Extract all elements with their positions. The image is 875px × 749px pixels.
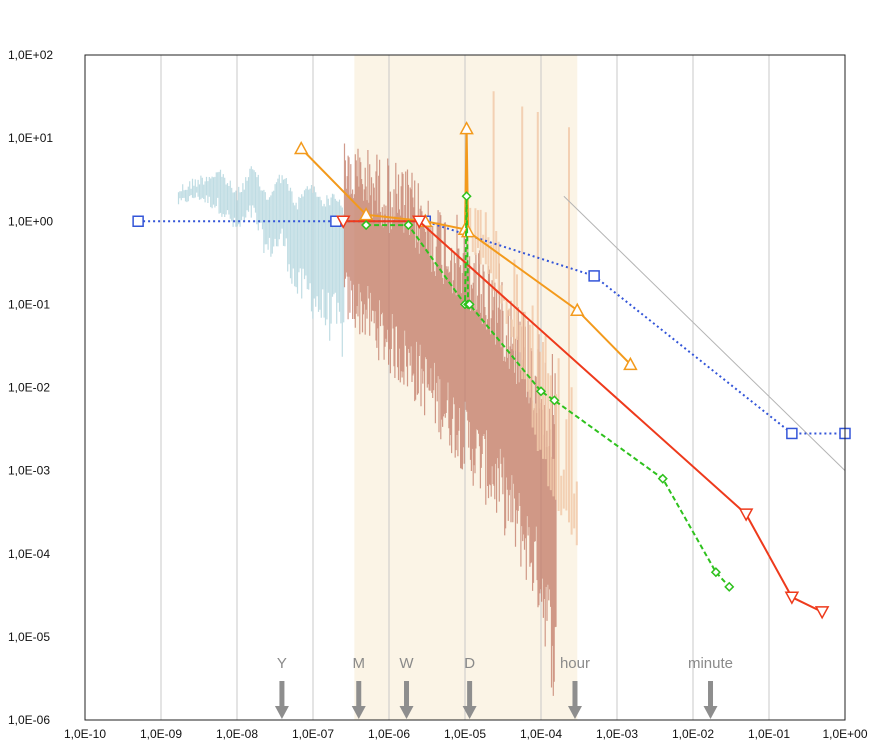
x-tick-label: 1,0E-02 <box>672 727 714 741</box>
point-triangle-down <box>814 606 830 620</box>
time-marker-label: M <box>353 655 366 672</box>
y-tick-label: 1,0E-01 <box>8 297 50 311</box>
series-3 <box>361 191 735 592</box>
vertical-gridlines <box>160 55 770 720</box>
plot-frame <box>84 54 846 721</box>
time-marker-arrow-shaft <box>572 681 578 708</box>
series-1 <box>293 121 638 371</box>
series-line-0 <box>138 220 845 435</box>
reference-line-group <box>563 195 846 471</box>
series-2 <box>335 215 830 620</box>
time-marker-label: minute <box>688 655 733 672</box>
x-tick-label: 1,0E+00 <box>822 727 867 741</box>
time-marker-label: D <box>464 655 475 672</box>
time-marker-arrow-head <box>351 706 366 719</box>
time-marker-arrow-shaft <box>356 681 362 708</box>
series-line-3 <box>366 196 731 588</box>
x-tick-label: 1,0E-03 <box>596 727 638 741</box>
x-tick-label: 1,0E-01 <box>748 727 790 741</box>
point-triangle-down <box>411 215 427 229</box>
time-marker-arrow-head <box>703 706 718 719</box>
point-diamond <box>724 581 735 592</box>
point-triangle-down <box>784 591 800 605</box>
y-tick-label: 1,0E+02 <box>8 48 53 62</box>
time-marker-arrow-shaft <box>404 681 410 708</box>
point-square <box>132 215 144 227</box>
reference-line <box>563 195 846 471</box>
time-marker-arrow-head <box>399 706 414 719</box>
y-tick-label: 1,0E-04 <box>8 547 50 561</box>
y-tick-label: 1,0E-06 <box>8 713 50 727</box>
point-triangle-up <box>293 140 309 155</box>
time-marker-label: Y <box>277 655 287 672</box>
y-tick-label: 1,0E+01 <box>8 131 53 145</box>
point-diamond <box>403 219 414 231</box>
point-diamond <box>710 567 721 578</box>
point-triangle-up <box>623 356 638 371</box>
point-diamond <box>657 473 668 484</box>
point-triangle-up <box>459 121 474 135</box>
plot-border <box>84 54 846 721</box>
time-marker-arrow-shaft <box>708 681 714 708</box>
x-tick-label: 1,0E-07 <box>292 727 334 741</box>
point-square <box>588 270 600 282</box>
time-marker-arrow-shaft <box>467 681 473 708</box>
point-triangle-up <box>358 207 374 221</box>
noise-strokes-0 <box>177 166 345 357</box>
y-tick-label: 1,0E-02 <box>8 381 50 395</box>
x-tick-label: 1,0E-08 <box>216 727 258 741</box>
point-diamond <box>461 191 472 202</box>
time-marker-arrow-head <box>274 706 289 719</box>
point-triangle-up <box>569 302 585 316</box>
point-diamond <box>464 299 475 310</box>
x-tick-label: 1,0E-04 <box>520 727 562 741</box>
x-tick-label: 1,0E-10 <box>64 727 106 741</box>
series-group <box>132 121 851 620</box>
point-square <box>786 427 798 440</box>
x-tick-label: 1,0E-06 <box>368 727 410 741</box>
point-diamond <box>535 386 547 397</box>
y-tick-label: 1,0E-03 <box>8 464 50 478</box>
y-tick-label: 1,0E+00 <box>8 214 53 228</box>
point-triangle-down <box>335 215 351 229</box>
point-diamond <box>549 395 560 406</box>
x-tick-label: 1,0E-09 <box>140 727 182 741</box>
point-diamond <box>361 219 372 231</box>
y-tick-label: 1,0E-05 <box>8 630 50 644</box>
time-marker-arrow-head <box>567 706 582 719</box>
series-line-1 <box>300 128 632 366</box>
point-triangle-down <box>738 508 754 522</box>
time-marker-arrow-head <box>462 706 477 719</box>
noise-trace-0 <box>177 166 345 357</box>
time-marker-label: W <box>399 655 414 672</box>
time-marker-label: hour <box>560 655 590 672</box>
time-marker-arrow-shaft <box>279 681 285 708</box>
x-tick-label: 1,0E-05 <box>444 727 486 741</box>
axis-tick-labels: 1,0E-10 1,0E-09 1,0E-08 1,0E-07 1,0E-06 1,0E-… <box>8 48 868 741</box>
